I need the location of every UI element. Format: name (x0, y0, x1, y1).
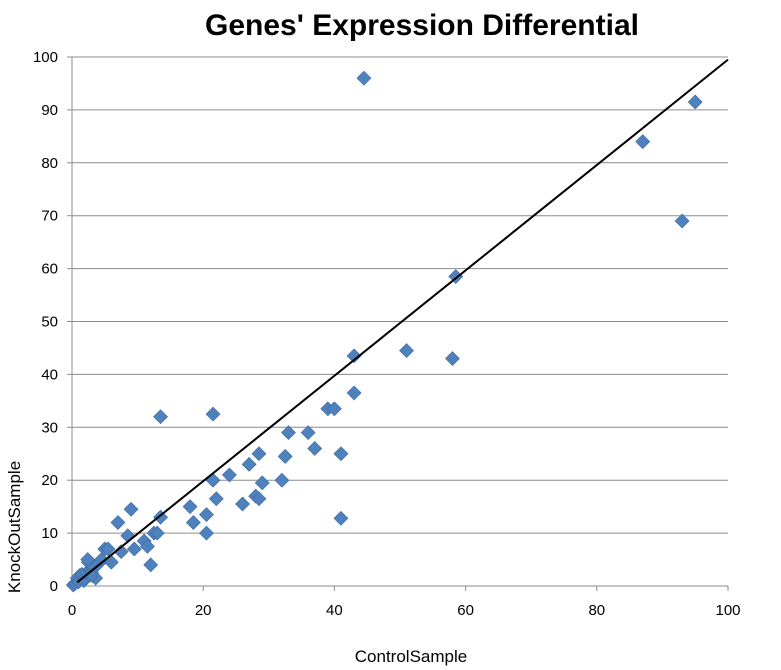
data-point (346, 385, 362, 401)
x-tick-label: 0 (68, 602, 76, 619)
x-tick-label: 100 (715, 602, 740, 619)
x-tick-labels: 0 20 40 60 80 100 (68, 602, 741, 619)
data-point (254, 475, 270, 491)
data-point (185, 515, 201, 530)
data-point (153, 509, 168, 525)
data-point (356, 70, 372, 86)
y-tick-label: 40 (41, 366, 58, 383)
data-point (277, 448, 293, 464)
data-point (300, 425, 316, 441)
data-point (208, 491, 224, 507)
data-point (241, 456, 257, 472)
x-tick-label: 20 (195, 602, 212, 619)
data-point (635, 134, 651, 150)
y-tick-label: 0 (50, 578, 58, 595)
x-tick-label: 60 (457, 602, 474, 619)
y-tick-label: 20 (41, 472, 58, 489)
y-tick-label: 50 (41, 314, 58, 331)
data-point (205, 472, 221, 488)
data-point (113, 544, 129, 560)
y-tick-label: 70 (41, 208, 58, 225)
data-point (100, 541, 116, 557)
data-point (333, 446, 349, 462)
data-point (80, 552, 96, 567)
data-point (199, 507, 214, 523)
y-tick-label: 100 (33, 49, 58, 66)
data-point (445, 351, 460, 366)
data-point (149, 525, 165, 541)
x-axis-label: ControlSample (355, 647, 467, 666)
data-point (251, 491, 267, 507)
data-point (110, 515, 126, 530)
data-point (153, 409, 168, 425)
chart-title: Genes' Expression Differential (205, 9, 639, 42)
data-point (205, 406, 221, 422)
data-point (274, 472, 290, 488)
data-point (281, 425, 296, 441)
data-point (235, 496, 250, 512)
data-point (182, 499, 198, 515)
data-point (140, 538, 155, 554)
data-point (346, 348, 362, 364)
data-point (84, 567, 100, 583)
y-axis-label: KnockOutSample (5, 461, 24, 593)
data-point (123, 501, 139, 517)
x-tick-label: 40 (326, 602, 343, 619)
data-point (326, 401, 342, 417)
data-point (333, 510, 349, 526)
trendline (76, 58, 729, 584)
y-tick-label: 10 (41, 525, 58, 542)
data-point (126, 541, 142, 557)
data-point (687, 94, 703, 110)
data-point (251, 446, 267, 462)
data-point (222, 467, 237, 483)
data-point (399, 343, 414, 359)
y-tick-labels: 0 10 20 30 40 50 60 70 80 90 100 (33, 49, 58, 595)
y-tick-label: 90 (41, 102, 58, 119)
gridlines (72, 56, 728, 534)
data-point (143, 557, 159, 573)
y-tick-label: 80 (41, 155, 58, 172)
x-tick-label: 80 (588, 602, 605, 619)
y-tick-label: 60 (41, 261, 58, 278)
data-point (199, 525, 214, 541)
data-point (674, 213, 690, 229)
data-point (307, 441, 323, 456)
y-tick-label: 30 (41, 419, 58, 436)
